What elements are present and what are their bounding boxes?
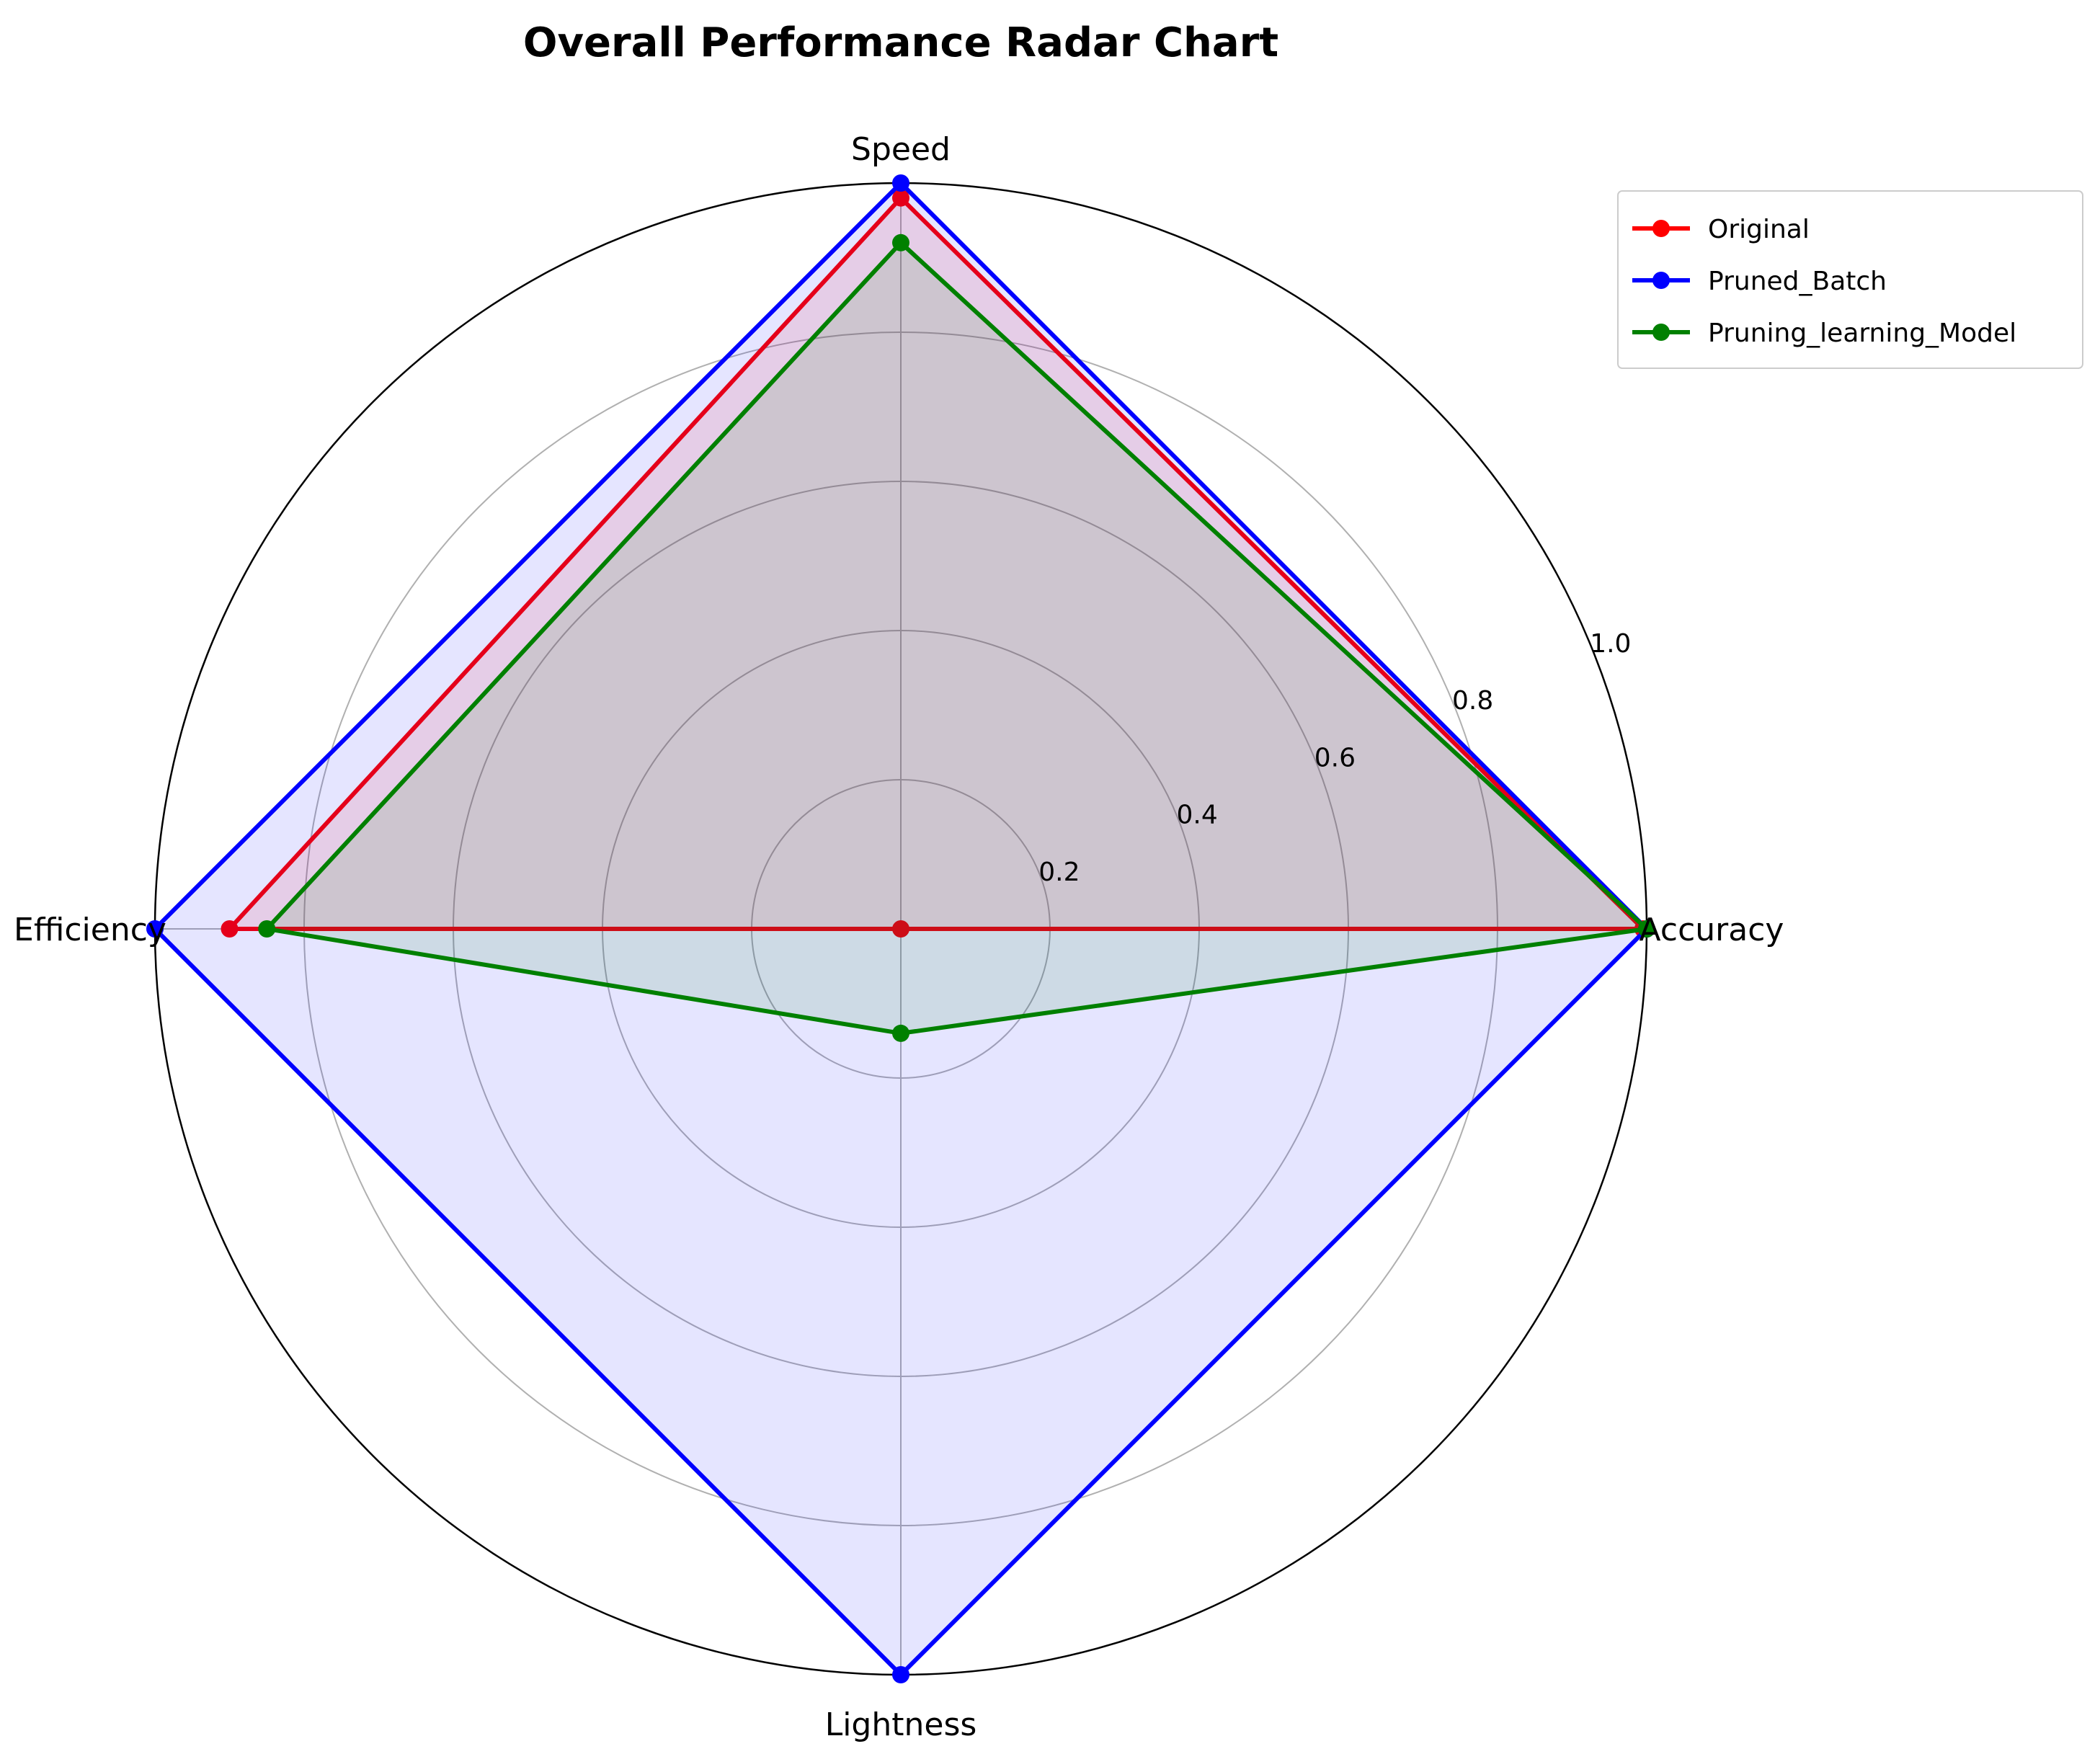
series-point xyxy=(221,920,239,938)
legend-label: Pruning_learning_Model xyxy=(1708,319,2016,348)
legend-marker xyxy=(1652,324,1670,341)
legend-label: Original xyxy=(1708,215,1810,244)
series-Pruning_learning_Model xyxy=(258,233,1655,1042)
series-point xyxy=(892,1024,909,1042)
radial-tick-label: 0.2 xyxy=(1038,858,1080,887)
legend-entry: Original xyxy=(1632,215,1810,244)
series-area xyxy=(229,197,1643,929)
legend-entry: Pruning_learning_Model xyxy=(1632,319,2016,348)
series-point xyxy=(892,174,909,192)
radial-tick-label: 0.6 xyxy=(1314,743,1356,773)
radar-series xyxy=(146,174,1655,1683)
radial-tick-label: 0.8 xyxy=(1452,686,1493,716)
legend-frame xyxy=(1617,190,2083,369)
series-point xyxy=(892,920,909,938)
series-point xyxy=(892,189,909,207)
axis-label-lightness: Lightness xyxy=(825,1706,977,1743)
axis-label-efficiency: Efficiency xyxy=(14,912,166,948)
radial-tick-label: 1.0 xyxy=(1590,629,1631,659)
legend-marker xyxy=(1652,220,1670,237)
series-area xyxy=(267,242,1647,1033)
radial-tick-label: 0.4 xyxy=(1176,801,1217,830)
axis-label-speed: Speed xyxy=(851,131,951,168)
radar-labels: 0.2 0.4 0.6 0.8 1.0 Accuracy Speed Efficiency Li… xyxy=(14,131,1784,1743)
series-point xyxy=(892,233,909,251)
series-point xyxy=(258,920,276,938)
chart-title: Overall Performance Radar Chart xyxy=(523,19,1278,66)
axis-label-accuracy: Accuracy xyxy=(1639,912,1784,948)
legend: Original Pruned_Batch Pruning_learning_Mod… xyxy=(1617,190,2083,369)
series-point xyxy=(146,920,164,938)
series-point xyxy=(892,1666,909,1683)
legend-marker xyxy=(1652,272,1670,289)
legend-label: Pruned_Batch xyxy=(1708,267,1887,296)
series-point xyxy=(1638,920,1655,938)
legend-entry: Pruned_Batch xyxy=(1632,267,1887,296)
